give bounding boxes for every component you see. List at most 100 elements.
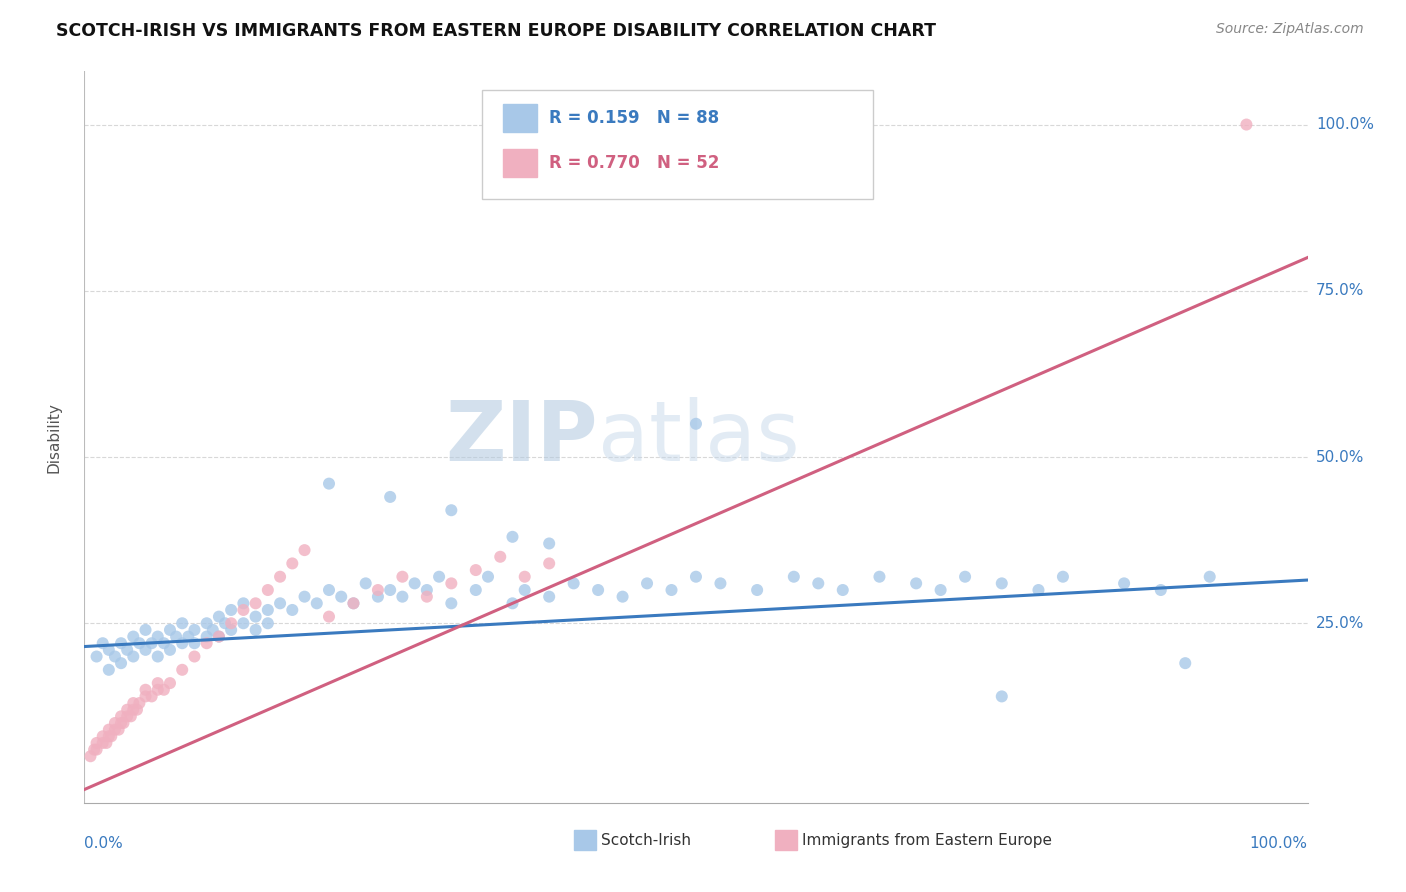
Text: R = 0.770   N = 52: R = 0.770 N = 52 bbox=[550, 154, 720, 172]
Point bbox=[208, 609, 231, 624]
Point bbox=[146, 649, 169, 664]
Point bbox=[91, 729, 114, 743]
Text: Scotch-Irish: Scotch-Irish bbox=[600, 832, 690, 847]
Point bbox=[538, 557, 561, 571]
Point bbox=[1236, 118, 1258, 132]
Point bbox=[128, 696, 150, 710]
Text: 75.0%: 75.0% bbox=[1316, 284, 1364, 298]
Point bbox=[146, 676, 169, 690]
Point bbox=[636, 576, 658, 591]
Text: ZIP: ZIP bbox=[446, 397, 598, 477]
Point bbox=[153, 636, 176, 650]
Point bbox=[245, 596, 267, 610]
Point bbox=[110, 656, 132, 670]
Point bbox=[112, 716, 135, 731]
Point bbox=[232, 596, 254, 610]
Point bbox=[416, 590, 439, 604]
Point bbox=[257, 603, 280, 617]
Point bbox=[367, 582, 389, 597]
Point bbox=[294, 543, 316, 558]
Point bbox=[159, 676, 181, 690]
Point bbox=[86, 649, 108, 664]
Text: 100.0%: 100.0% bbox=[1250, 836, 1308, 851]
Point bbox=[1150, 582, 1173, 597]
Point bbox=[440, 503, 463, 517]
Point bbox=[122, 630, 145, 644]
Point bbox=[86, 742, 108, 756]
Point bbox=[96, 736, 118, 750]
Point bbox=[110, 716, 132, 731]
Point bbox=[318, 609, 340, 624]
Point bbox=[281, 603, 304, 617]
Point bbox=[83, 742, 105, 756]
Point bbox=[747, 582, 769, 597]
Point bbox=[538, 536, 561, 550]
Point bbox=[380, 490, 402, 504]
Point bbox=[538, 590, 561, 604]
FancyBboxPatch shape bbox=[503, 104, 537, 132]
Point bbox=[1174, 656, 1197, 670]
Point bbox=[135, 643, 157, 657]
Point bbox=[416, 582, 439, 597]
Point bbox=[380, 582, 402, 597]
Point bbox=[502, 530, 524, 544]
Point bbox=[135, 682, 157, 697]
Point bbox=[195, 636, 218, 650]
Point bbox=[991, 576, 1014, 591]
Text: 25.0%: 25.0% bbox=[1316, 615, 1364, 631]
Point bbox=[86, 736, 108, 750]
Point bbox=[294, 590, 316, 604]
Point bbox=[869, 570, 891, 584]
Point bbox=[342, 596, 364, 610]
Point bbox=[97, 723, 120, 737]
Point bbox=[612, 590, 634, 604]
Point bbox=[257, 582, 280, 597]
Point bbox=[257, 616, 280, 631]
Point bbox=[110, 709, 132, 723]
Point bbox=[245, 609, 267, 624]
Point bbox=[269, 570, 291, 584]
Point bbox=[783, 570, 806, 584]
Point bbox=[100, 729, 122, 743]
Point bbox=[104, 649, 127, 664]
Point bbox=[115, 643, 138, 657]
FancyBboxPatch shape bbox=[503, 150, 537, 178]
Point bbox=[440, 576, 463, 591]
Point bbox=[661, 582, 683, 597]
Point bbox=[183, 636, 205, 650]
Point bbox=[281, 557, 304, 571]
Point bbox=[354, 576, 377, 591]
Point bbox=[219, 623, 242, 637]
Point bbox=[905, 576, 928, 591]
Text: 50.0%: 50.0% bbox=[1316, 450, 1364, 465]
Point bbox=[391, 590, 413, 604]
Point bbox=[807, 576, 830, 591]
Point bbox=[477, 570, 499, 584]
Point bbox=[427, 570, 450, 584]
Point bbox=[305, 596, 328, 610]
Point bbox=[214, 616, 236, 631]
Point bbox=[404, 576, 426, 591]
Point bbox=[513, 570, 536, 584]
Point bbox=[141, 636, 163, 650]
Point bbox=[91, 736, 114, 750]
Point bbox=[97, 643, 120, 657]
Point bbox=[440, 596, 463, 610]
Point bbox=[219, 616, 242, 631]
FancyBboxPatch shape bbox=[776, 830, 797, 850]
Point bbox=[318, 582, 340, 597]
Point bbox=[709, 576, 731, 591]
Point bbox=[146, 682, 169, 697]
Point bbox=[97, 663, 120, 677]
Text: 100.0%: 100.0% bbox=[1316, 117, 1374, 132]
Point bbox=[513, 582, 536, 597]
Point bbox=[562, 576, 585, 591]
Point bbox=[318, 476, 340, 491]
Point bbox=[141, 690, 163, 704]
Point bbox=[391, 570, 413, 584]
Point bbox=[195, 630, 218, 644]
Text: SCOTCH-IRISH VS IMMIGRANTS FROM EASTERN EUROPE DISABILITY CORRELATION CHART: SCOTCH-IRISH VS IMMIGRANTS FROM EASTERN … bbox=[56, 22, 936, 40]
Point bbox=[172, 663, 194, 677]
Point bbox=[831, 582, 853, 597]
Point bbox=[146, 630, 169, 644]
